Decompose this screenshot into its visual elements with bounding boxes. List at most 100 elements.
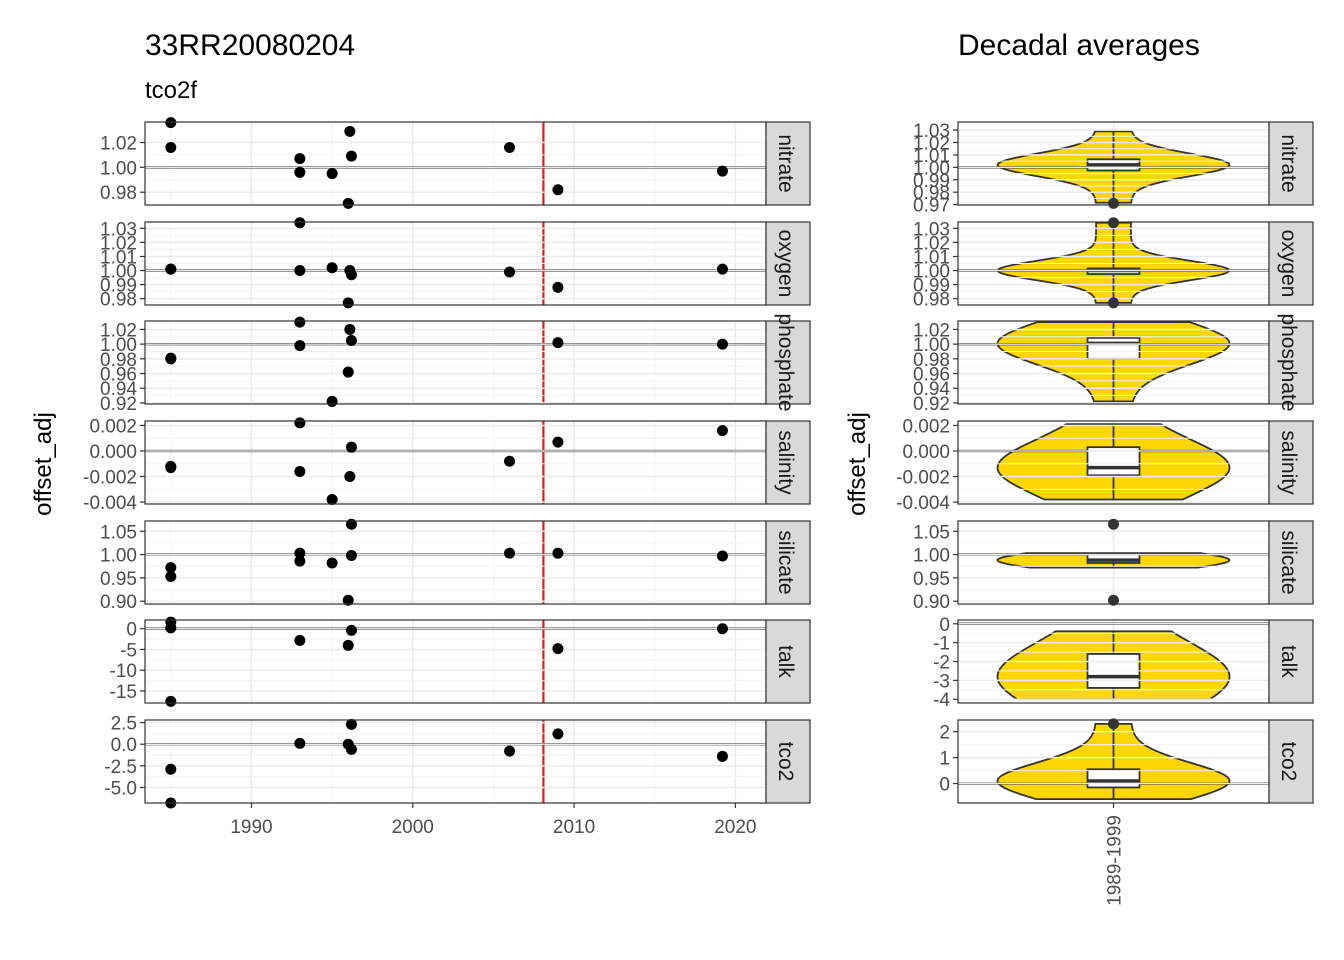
y-tick-label: 0.94	[100, 379, 137, 400]
facet-strip-label: nitrate	[1277, 134, 1300, 192]
data-point	[294, 634, 306, 646]
data-point	[552, 547, 564, 559]
data-point	[342, 594, 354, 606]
y-tick-label: -0.004	[896, 493, 950, 514]
panel-plot-area	[145, 421, 766, 504]
violin-panel-salinity: 0.002 0.000 -0.002 -0.004 salinity	[896, 416, 1314, 514]
data-point	[344, 125, 356, 137]
y-tick-label: 1.00	[913, 262, 950, 283]
facet-strip	[1268, 619, 1314, 704]
y-tick-label: 0.99	[913, 171, 950, 192]
data-point	[345, 269, 357, 281]
y-tick-label: 0.94	[913, 379, 950, 400]
data-point	[552, 436, 564, 448]
y-tick-label: 0	[939, 775, 950, 796]
y-tick-label: -5.0	[104, 778, 137, 799]
data-point	[165, 141, 177, 153]
facet-strip-label: phosphate	[774, 313, 797, 411]
facet-strip	[765, 420, 811, 505]
data-point	[326, 494, 338, 506]
y-tick-label: 0.98	[100, 290, 137, 311]
data-point	[342, 639, 354, 651]
facet-strip	[1268, 121, 1314, 206]
panel-border	[144, 520, 767, 605]
y-tick-label: -0.002	[896, 468, 950, 489]
data-point	[344, 471, 356, 483]
data-point	[294, 737, 306, 749]
data-point	[345, 334, 357, 346]
panel-plot-area	[145, 521, 766, 604]
facet-strip-label: salinity	[774, 430, 797, 495]
violin-plot-area	[958, 321, 1269, 404]
y-tick-label: 0.96	[100, 365, 137, 386]
data-point	[165, 353, 177, 365]
y-tick-label: 1.03	[100, 219, 137, 240]
violin-panel-silicate: 1.05 1.000.950.90 silicate	[913, 518, 1314, 613]
violin-panel-phosphate: 1.021.000.980.960.940.92 phosphate	[913, 313, 1314, 415]
y-tick-label: 1.01	[913, 146, 950, 167]
left-scatter-panels: 1.021.000.98nitrate1.031.021.011.000.990…	[83, 117, 811, 838]
outlier-point	[1108, 594, 1119, 606]
outlier-point	[1108, 297, 1119, 309]
y-tick-label: 1.00	[913, 335, 950, 356]
facet-strip-label: silicate	[1277, 530, 1300, 594]
y-tick-label: -15	[110, 682, 137, 703]
panel-plot-area	[145, 321, 766, 404]
facet-strip-label: silicate	[774, 530, 797, 594]
left-subtitle: tco2f	[145, 77, 197, 104]
y-tick-label: 2	[939, 723, 950, 744]
data-point	[552, 184, 564, 196]
data-point	[294, 465, 306, 477]
y-tick-label: 1.03	[913, 121, 950, 142]
y-tick-label: 0.90	[100, 592, 137, 613]
facet-strip-label: nitrate	[774, 134, 797, 192]
data-point	[716, 263, 728, 275]
data-point	[326, 557, 338, 569]
y-tick-label: 0.95	[913, 569, 950, 590]
data-point	[165, 263, 177, 275]
y-tick-label: 0.000	[902, 442, 950, 463]
y-tick-label: 1.01	[913, 247, 950, 268]
outlier-point	[1108, 217, 1119, 229]
data-point	[716, 338, 728, 350]
violin-panel-oxygen: 1.031.021.011.000.990.98 oxygen	[913, 217, 1314, 311]
data-point	[294, 265, 306, 277]
y-tick-label: -3	[933, 671, 950, 692]
data-point	[294, 340, 306, 352]
data-point	[326, 262, 338, 274]
data-point	[345, 743, 357, 755]
y-tick-label: 0	[126, 620, 137, 641]
right-title: Decadal averages	[958, 29, 1200, 62]
x-tick-label: 1990	[230, 817, 272, 838]
data-point	[552, 643, 564, 655]
data-point	[345, 441, 357, 453]
y-tick-label: 1.02	[913, 134, 950, 155]
facet-strip	[1268, 520, 1314, 605]
data-point	[294, 217, 306, 229]
facet-strip-label: oxygen	[1277, 230, 1300, 298]
data-point	[165, 117, 177, 129]
y-tick-label: 1.00	[100, 158, 137, 179]
data-point	[342, 366, 354, 378]
data-point	[716, 165, 728, 177]
facet-strip-label: salinity	[1277, 430, 1300, 495]
panel-nitrate: 1.02 1.00 0.98 nitrate	[100, 117, 811, 209]
data-point	[326, 168, 338, 180]
data-point	[504, 745, 516, 757]
data-point	[165, 622, 177, 634]
facet-strip-label: talk	[1277, 645, 1300, 678]
violin-panel-nitrate: 1.031.021.011.000.990.980.97 nitrate	[913, 121, 1314, 217]
y-tick-label: 1.02	[100, 320, 137, 341]
right-y-axis-label: offset_adj	[844, 412, 871, 516]
panel-border	[144, 719, 767, 804]
y-tick-label: 0.90	[913, 592, 950, 613]
panel-oxygen: 1.031.021.011.000.990.98 oxygen	[100, 217, 811, 311]
y-tick-label: 2.5	[111, 714, 137, 735]
data-point	[504, 547, 516, 559]
y-tick-label: 0.99	[913, 276, 950, 297]
panel-silicate: 1.05 1.000.950.90 silicate	[100, 518, 811, 613]
data-point	[165, 763, 177, 775]
data-point	[345, 624, 357, 636]
y-tick-label: 1.03	[913, 219, 950, 240]
data-point	[504, 455, 516, 467]
